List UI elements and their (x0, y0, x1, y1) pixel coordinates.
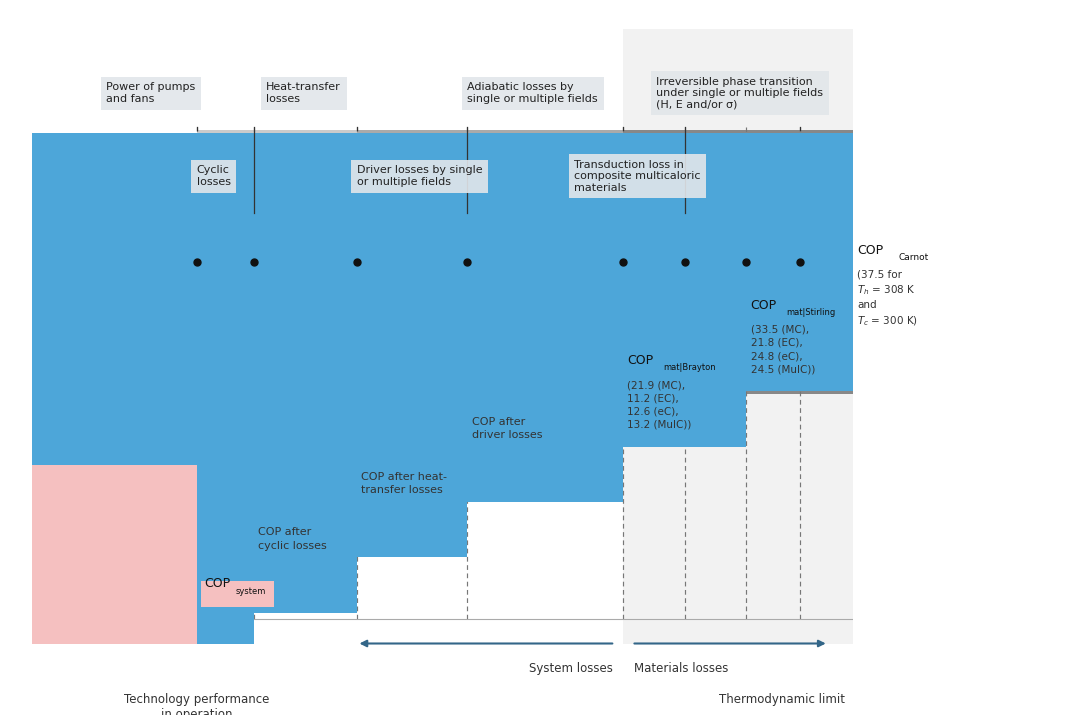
Text: System losses: System losses (529, 662, 612, 675)
Bar (197, 130, 356, 395)
Text: COP after
driver losses: COP after driver losses (472, 417, 542, 440)
Bar (623, 130, 853, 395)
Text: (33.5 (MC),
21.8 (EC),
24.8 (eC),
24.5 (MulC)): (33.5 (MC), 21.8 (EC), 24.8 (eC), 24.5 (… (751, 325, 815, 375)
Text: COP: COP (751, 299, 777, 312)
Text: system: system (235, 587, 266, 596)
Text: Irreversible phase transition
under single or multiple fields
(H, E and/or σ): Irreversible phase transition under sing… (657, 77, 823, 110)
Text: Cyclic
losses: Cyclic losses (197, 165, 230, 187)
Bar (32, 189, 746, 447)
Bar (32, 133, 853, 391)
Bar (356, 130, 623, 395)
Text: Transduction loss in
composite multicaloric
materials: Transduction loss in composite multicalo… (575, 159, 701, 193)
Text: Adiabatic losses by
single or multiple fields: Adiabatic losses by single or multiple f… (468, 82, 598, 104)
Text: Power of pumps
and fans: Power of pumps and fans (106, 82, 195, 104)
Text: (21.9 (MC),
11.2 (EC),
12.6 (eC),
13.2 (MulC)): (21.9 (MC), 11.2 (EC), 12.6 (eC), 13.2 (… (627, 380, 692, 430)
Text: Materials losses: Materials losses (634, 662, 728, 675)
Text: Heat-transfer
losses: Heat-transfer losses (267, 82, 341, 104)
Bar (623, 29, 853, 644)
Text: Technology performance
in operation: Technology performance in operation (124, 693, 269, 715)
Text: Thermodynamic limit: Thermodynamic limit (719, 693, 845, 706)
Text: COP: COP (204, 577, 230, 590)
Text: Carnot: Carnot (899, 252, 929, 262)
Text: COP: COP (858, 244, 883, 257)
Bar (32, 355, 356, 613)
Bar (32, 410, 254, 668)
Bar (32, 465, 197, 715)
Text: COP after heat-
transfer losses: COP after heat- transfer losses (361, 472, 447, 495)
Bar (32, 299, 468, 558)
Text: mat|Stirling: mat|Stirling (786, 308, 836, 317)
Text: mat|Brayton: mat|Brayton (663, 363, 716, 373)
Text: Driver losses by single
or multiple fields: Driver losses by single or multiple fiel… (356, 165, 483, 187)
Text: COP after
cyclic losses: COP after cyclic losses (258, 528, 327, 551)
Text: COP: COP (627, 354, 653, 368)
Text: (37.5 for
$T_h$ = 308 K
and
$T_c$ = 300 K): (37.5 for $T_h$ = 308 K and $T_c$ = 300 … (858, 270, 918, 328)
Bar (32, 244, 623, 502)
